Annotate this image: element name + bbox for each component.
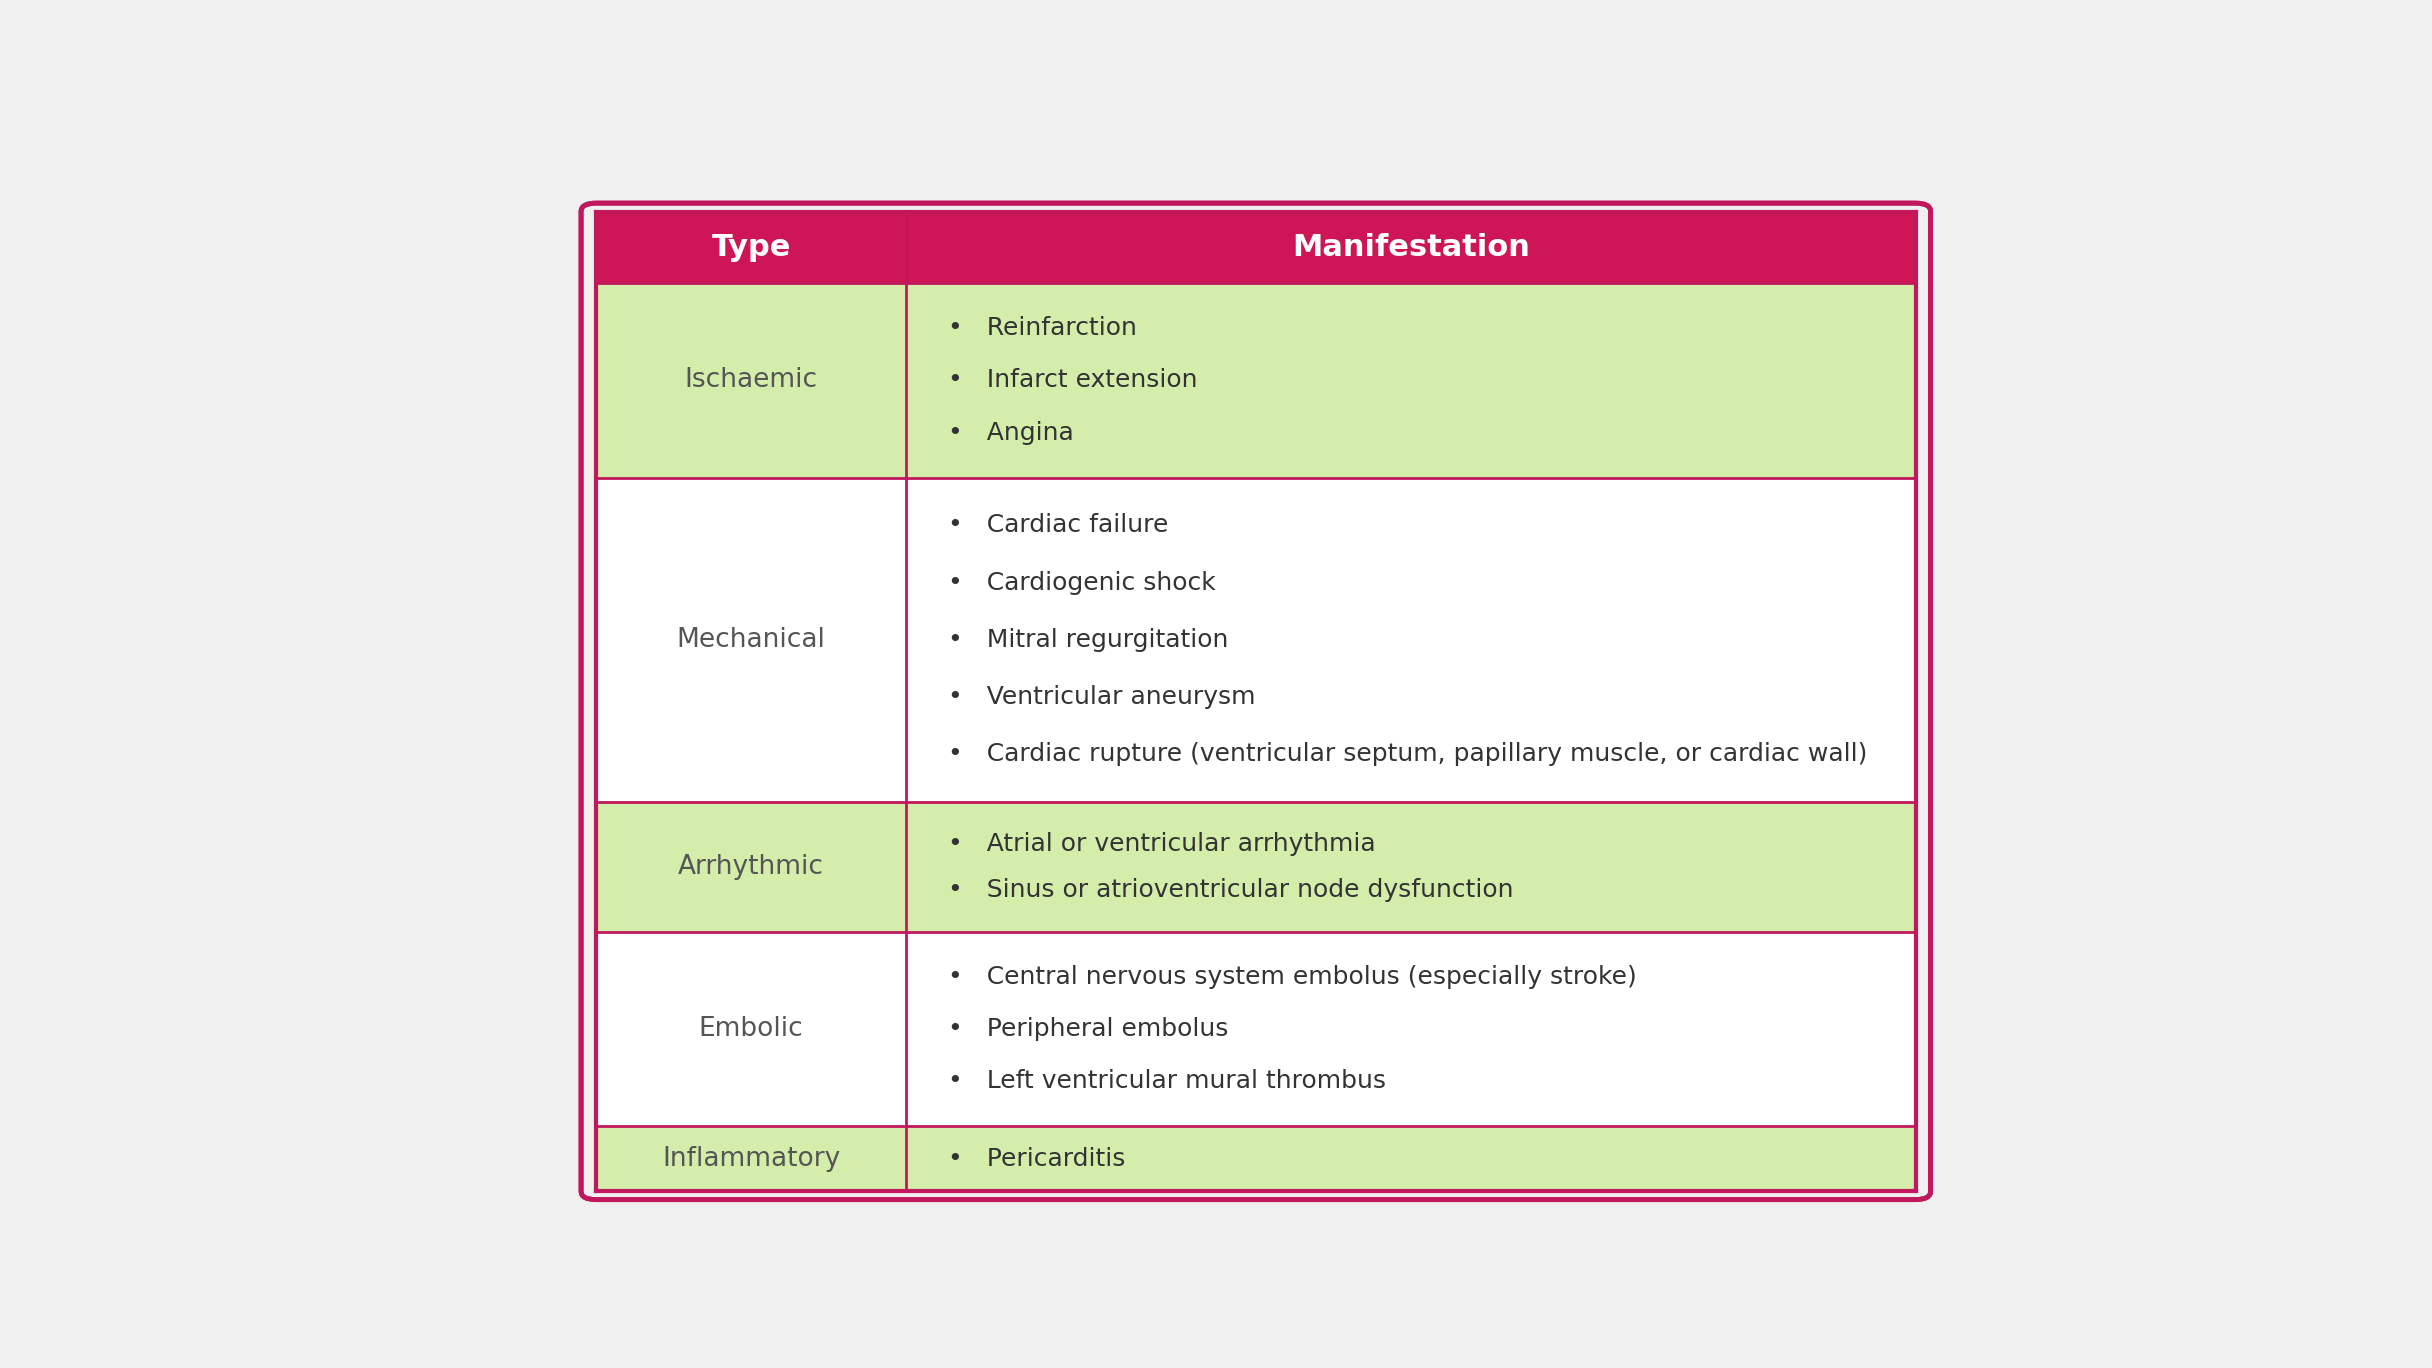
Text: •   Cardiac rupture (ventricular septum, papillary muscle, or cardiac wall): • Cardiac rupture (ventricular septum, p… — [948, 743, 1868, 766]
Text: •   Cardiac failure: • Cardiac failure — [948, 513, 1167, 538]
Bar — [596, 932, 907, 1126]
Bar — [596, 477, 907, 802]
Text: Embolic: Embolic — [698, 1016, 803, 1042]
Text: •   Central nervous system embolus (especially stroke): • Central nervous system embolus (especi… — [948, 964, 1637, 989]
Bar — [907, 1126, 1916, 1192]
Bar — [596, 283, 907, 477]
Text: •   Reinfarction: • Reinfarction — [948, 316, 1136, 341]
Bar — [907, 932, 1916, 1126]
Text: •   Mitral regurgitation: • Mitral regurgitation — [948, 628, 1228, 651]
Bar — [907, 477, 1916, 802]
Text: •   Ventricular aneurysm: • Ventricular aneurysm — [948, 685, 1255, 709]
Text: Ischaemic: Ischaemic — [683, 368, 817, 394]
Bar — [596, 1126, 907, 1192]
Bar — [596, 212, 1916, 283]
Text: Arrhythmic: Arrhythmic — [679, 854, 824, 880]
Text: Inflammatory: Inflammatory — [662, 1146, 841, 1172]
Text: •   Infarct extension: • Infarct extension — [948, 368, 1197, 393]
Text: •   Pericarditis: • Pericarditis — [948, 1146, 1126, 1171]
Text: Manifestation: Manifestation — [1291, 233, 1530, 261]
Text: Mechanical: Mechanical — [676, 627, 824, 653]
Text: •   Cardiogenic shock: • Cardiogenic shock — [948, 570, 1216, 595]
Text: Type: Type — [713, 233, 790, 261]
Text: •   Left ventricular mural thrombus: • Left ventricular mural thrombus — [948, 1070, 1386, 1093]
Bar — [596, 802, 907, 932]
Text: •   Angina: • Angina — [948, 420, 1073, 445]
Text: •   Peripheral embolus: • Peripheral embolus — [948, 1016, 1228, 1041]
Bar — [596, 212, 1916, 1192]
Text: •   Sinus or atrioventricular node dysfunction: • Sinus or atrioventricular node dysfunc… — [948, 878, 1513, 902]
Text: •   Atrial or ventricular arrhythmia: • Atrial or ventricular arrhythmia — [948, 832, 1374, 856]
Bar — [907, 802, 1916, 932]
Bar — [907, 283, 1916, 477]
FancyBboxPatch shape — [581, 202, 1931, 1200]
